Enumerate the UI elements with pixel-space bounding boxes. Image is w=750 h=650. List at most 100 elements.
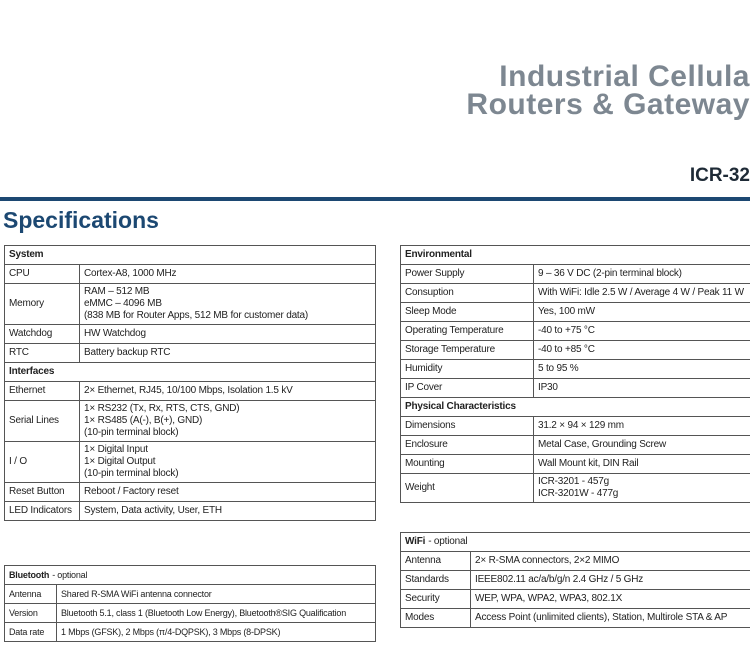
value: RAM – 512 MB eMMC – 4096 MB (838 MB for Ro…: [79, 283, 376, 325]
value-line: (10-pin terminal block): [84, 468, 179, 479]
value: IEEE802.11 ac/a/b/g/n 2.4 GHz / 5 GHz: [470, 570, 750, 590]
value-line: Metal Case, Grounding Screw: [538, 439, 666, 450]
row: Interfaces: [4, 362, 376, 382]
spec-table: Bluetooth - optional Antenna Shared R-SMA W…: [4, 565, 376, 642]
value: Access Point (unlimited clients), Statio…: [470, 608, 750, 628]
row: Antenna 2× R-SMA connectors, 2×2 MIMO: [400, 551, 750, 571]
label: LED Indicators: [4, 501, 80, 521]
value-line: With WiFi: Idle 2.5 W / Average 4 W / Pe…: [538, 287, 744, 298]
value: WEP, WPA, WPA2, WPA3, 802.1X: [470, 589, 750, 609]
label: Dimensions: [400, 416, 534, 436]
row: Memory RAM – 512 MB eMMC – 4096 MB (838 MB …: [4, 283, 376, 325]
row: Reset Button Reboot / Factory reset: [4, 482, 376, 502]
row: Antenna Shared R-SMA WiFi antenna connect…: [4, 584, 376, 604]
table-note: - optional: [428, 536, 468, 547]
table: Environmental Power Supply 9 – 36 V DC (2-…: [400, 245, 750, 503]
header-line: Industrial Cellula: [499, 60, 750, 93]
value: 1× Digital Input 1× Digital Output (10-pin…: [79, 441, 376, 483]
header-row: Environmental: [400, 245, 750, 265]
value: -40 to +85 °C: [533, 340, 750, 360]
row: Power Supply 9 – 36 V DC (2-pin terminal …: [400, 264, 750, 284]
row: Security WEP, WPA, WPA2, WPA3, 802.1X: [400, 589, 750, 609]
spec-table: WiFi - optional Antenna 2× R-SMA connectors…: [400, 532, 750, 628]
label: Mounting: [400, 454, 534, 474]
table-header: System: [4, 245, 376, 265]
value-line: Yes, 100 mW: [538, 306, 595, 317]
value: Metal Case, Grounding Screw: [533, 435, 750, 455]
value-line: (838 MB for Router Apps, 512 MB for cust…: [84, 310, 308, 321]
row: Mounting Wall Mount kit, DIN Rail: [400, 454, 750, 474]
label: Antenna: [4, 584, 57, 604]
value-line: WEP, WPA, WPA2, WPA3, 802.1X: [475, 593, 623, 604]
value: 5 to 95 %: [533, 359, 750, 379]
value: 2× R-SMA connectors, 2×2 MIMO: [470, 551, 750, 571]
label: Data rate: [4, 622, 57, 642]
row: Weight ICR-3201 - 457g ICR-3201W - 477g: [400, 473, 750, 503]
value-line: 5 to 95 %: [538, 363, 579, 374]
model: ICR-32: [689, 165, 750, 186]
row: LED Indicators System, Data activity, Use…: [4, 501, 376, 521]
value-line: Wall Mount kit, DIN Rail: [538, 458, 639, 469]
value-line: -40 to +75 °C: [538, 325, 595, 336]
value-line: 2× Ethernet, RJ45, 10/100 Mbps, Isolatio…: [84, 385, 293, 396]
row: Modes Access Point (unlimited clients), S…: [400, 608, 750, 628]
row: I / O 1× Digital Input 1× Digital Output (1…: [4, 441, 376, 483]
spec-table: System CPU Cortex-A8, 1000 MHz Memory RAM – …: [4, 245, 376, 521]
label: Antenna: [400, 551, 471, 571]
label: Consuption: [400, 283, 534, 303]
section-header: Interfaces: [4, 362, 376, 382]
row: IP Cover IP30: [400, 378, 750, 398]
table-header: Environmental: [400, 245, 750, 265]
value-line: 1× Digital Input: [84, 444, 148, 455]
value-line: 2× R-SMA connectors, 2×2 MIMO: [475, 555, 620, 566]
label: Enclosure: [400, 435, 534, 455]
value: Reboot / Factory reset: [79, 482, 376, 502]
value: HW Watchdog: [79, 324, 376, 344]
table: System CPU Cortex-A8, 1000 MHz Memory RAM – …: [4, 245, 376, 521]
header-row: Bluetooth - optional: [4, 565, 376, 585]
value-line: HW Watchdog: [84, 328, 146, 339]
label: Sleep Mode: [400, 302, 534, 322]
value: IP30: [533, 378, 750, 398]
label: Reset Button: [4, 482, 80, 502]
value: Battery backup RTC: [79, 343, 376, 363]
value-line: 1 Mbps (GFSK), 2 Mbps (π/4-DQPSK), 3 Mbp…: [61, 627, 281, 637]
row: Dimensions 31.2 × 94 × 129 mm: [400, 416, 750, 436]
value: Bluetooth 5.1, class 1 (Bluetooth Low En…: [56, 603, 376, 623]
header-line: Routers & Gateway: [466, 88, 750, 121]
value: Shared R-SMA WiFi antenna connector: [56, 584, 376, 604]
label: Version: [4, 603, 57, 623]
row: Data rate 1 Mbps (GFSK), 2 Mbps (π/4-DQPS…: [4, 622, 376, 642]
table-title: Bluetooth: [9, 570, 50, 580]
row: Sleep Mode Yes, 100 mW: [400, 302, 750, 322]
table-note: - optional: [52, 570, 88, 580]
value-line: 9 – 36 V DC (2-pin terminal block): [538, 268, 682, 279]
label: IP Cover: [400, 378, 534, 398]
label: I / O: [4, 441, 80, 483]
table-title: WiFi: [405, 536, 426, 547]
row: Physical Characteristics: [400, 397, 750, 417]
label: Ethernet: [4, 381, 80, 401]
value: Cortex-A8, 1000 MHz: [79, 264, 376, 284]
value-line: Reboot / Factory reset: [84, 486, 179, 497]
value-line: 31.2 × 94 × 129 mm: [538, 420, 624, 431]
label: Memory: [4, 283, 80, 325]
value-line: IEEE802.11 ac/a/b/g/n 2.4 GHz / 5 GHz: [475, 574, 644, 585]
label: Storage Temperature: [400, 340, 534, 360]
spec-table: Environmental Power Supply 9 – 36 V DC (2-…: [400, 245, 750, 503]
value-line: Battery backup RTC: [84, 347, 171, 358]
page-title: Specifications: [3, 207, 159, 233]
value-line: Cortex-A8, 1000 MHz: [84, 268, 177, 279]
value-line: IP30: [538, 382, 558, 393]
value-line: ICR-3201 - 457g: [538, 476, 609, 487]
label: CPU: [4, 264, 80, 284]
value: 2× Ethernet, RJ45, 10/100 Mbps, Isolatio…: [79, 381, 376, 401]
label: Standards: [400, 570, 471, 590]
row: Enclosure Metal Case, Grounding Screw: [400, 435, 750, 455]
label: Serial Lines: [4, 400, 80, 442]
row: Watchdog HW Watchdog: [4, 324, 376, 344]
table-header: WiFi - optional: [400, 532, 750, 552]
value-line: 1× Digital Output: [84, 456, 156, 467]
value-line: Bluetooth 5.1, class 1 (Bluetooth Low En…: [61, 608, 346, 618]
label: Operating Temperature: [400, 321, 534, 341]
